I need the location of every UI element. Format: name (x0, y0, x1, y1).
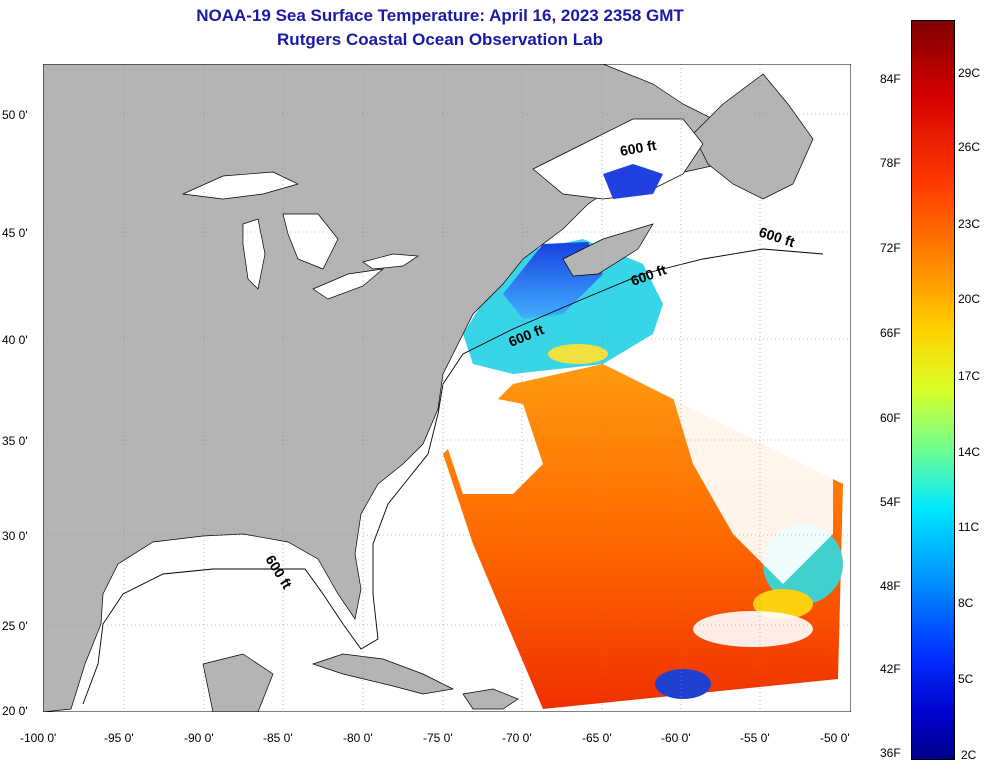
cloud-cover-southeast (693, 611, 813, 647)
isobath-label-gulf-st-lawrence: 600 ft (619, 137, 658, 159)
lon-label-65: -65 0' (582, 731, 612, 745)
colorbar-label-54f: 54F (880, 495, 901, 509)
colorbar-label-8c: 8C (958, 596, 974, 610)
sst-cold-patch-south (655, 669, 711, 699)
colorbar-label-26c: 26C (958, 140, 981, 154)
colorbar-label-14c: 14C (958, 445, 981, 459)
lon-label-100: -100 0' (20, 731, 57, 745)
colorbar-label-2c: 2C (961, 748, 977, 762)
colorbar-label-60f: 60F (880, 411, 901, 425)
lake-superior (181, 171, 299, 200)
cloud-cover-central (443, 394, 543, 494)
lon-label-95: -95 0' (104, 731, 134, 745)
lon-label-60: -60 0' (661, 731, 691, 745)
lon-label-50: -50 0' (820, 731, 850, 745)
lon-label-80: -80 0' (343, 731, 373, 745)
sst-map: 600 ft 600 ft 600 ft 600 ft 600 ft (43, 64, 851, 712)
colorbar-label-78f: 78F (880, 156, 901, 170)
cloud-cover-north (633, 204, 833, 364)
cloud-cover-east (663, 364, 833, 584)
lake-erie (312, 268, 385, 300)
sst-warm-patch-gulf (548, 344, 608, 364)
lat-label-30: 30 0' (2, 529, 28, 543)
lat-label-35: 35 0' (2, 434, 28, 448)
sst-yellow-patch-east (753, 589, 813, 619)
lake-ontario (362, 253, 420, 270)
land-yucatan (202, 653, 274, 712)
land-newfoundland (692, 73, 814, 200)
lake-huron (282, 213, 339, 270)
colorbar-label-29c: 29C (958, 66, 981, 80)
lon-label-85: -85 0' (263, 731, 293, 745)
isobath-600ft (82, 248, 824, 705)
colorbar-label-5c: 5C (958, 672, 974, 686)
sst-gulf-st-lawrence (603, 164, 663, 199)
colorbar-label-48f: 48F (880, 579, 901, 593)
lon-label-75: -75 0' (423, 731, 453, 745)
land-nova-scotia (562, 223, 654, 277)
temperature-colorbar (911, 20, 955, 760)
lon-label-70: -70 0' (502, 731, 532, 745)
map-subtitle: Rutgers Coastal Ocean Observation Lab (277, 30, 603, 49)
land-hispaniola (462, 688, 519, 710)
colorbar-label-72f: 72F (880, 241, 901, 255)
colorbar-label-23c: 23C (958, 217, 981, 231)
land-cuba (311, 653, 455, 695)
graticule (43, 64, 851, 712)
lake-michigan (242, 218, 266, 290)
colorbar-label-42f: 42F (880, 662, 901, 676)
colorbar-label-11c: 11C (958, 520, 980, 534)
colorbar-label-36f: 36F (880, 746, 901, 760)
lon-label-55: -55 0' (740, 731, 770, 745)
lat-label-40: 40 0' (2, 333, 28, 347)
lat-label-45: 45 0' (2, 226, 28, 240)
colorbar-label-84f: 84F (880, 72, 901, 86)
lon-label-90: -90 0' (184, 731, 214, 745)
lat-label-25: 25 0' (2, 619, 28, 633)
colorbar-label-20c: 20C (958, 292, 981, 306)
lat-label-50: 50 0' (2, 108, 28, 122)
map-title: NOAA-19 Sea Surface Temperature: April 1… (196, 6, 684, 25)
lat-label-20: 20 0' (2, 704, 28, 718)
colorbar-label-17c: 17C (958, 369, 981, 383)
colorbar-label-66f: 66F (880, 326, 901, 340)
